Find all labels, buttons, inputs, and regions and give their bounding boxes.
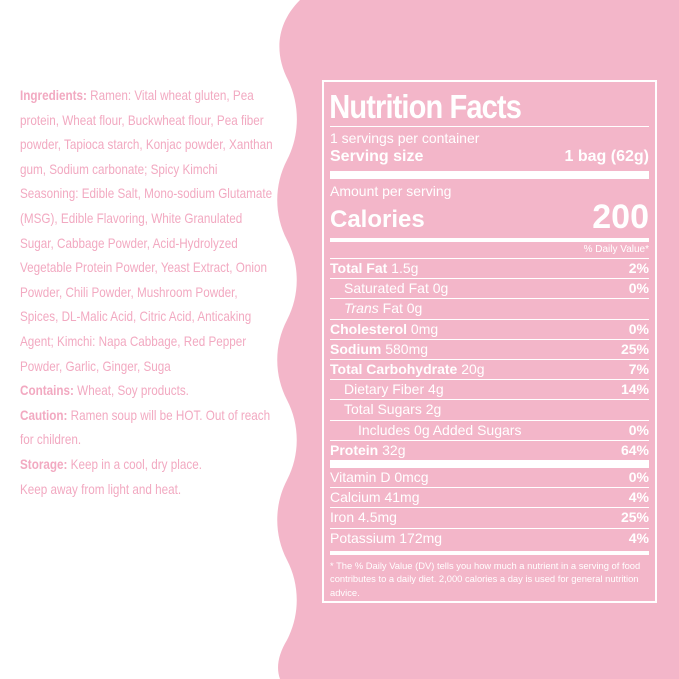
vitamin-rows: Vitamin D 0mcg 0% Calcium 41mg 4% Iron 4… [324, 468, 655, 548]
medium-divider [330, 550, 649, 555]
nutrient-name: Sodium [330, 340, 382, 357]
vitamin-dv: 4% [628, 489, 649, 506]
storage-label: Storage: [20, 456, 68, 472]
vitamin-row-calcium: Calcium 41mg 4% [330, 487, 649, 507]
nutrient-name: Total Sugars [344, 401, 422, 418]
vitamin-name: Potassium 172mg [330, 529, 443, 546]
nutrient-row-saturated-fat: Saturated Fat 0g 0% [330, 278, 649, 298]
nutrient-name: Saturated Fat [344, 280, 429, 297]
ingredients-paragraph: Ingredients: Ramen: Vital wheat gluten, … [20, 84, 278, 379]
thick-divider [330, 171, 649, 179]
servings-per-container: 1 servings per container [330, 130, 480, 146]
nutrient-row-total-sugars: Total Sugars 2g [330, 399, 649, 419]
nutrient-dv: 0% [628, 280, 649, 297]
nutrient-amount: 4g [424, 381, 444, 398]
calories-label: Calories [330, 206, 425, 233]
caution-text: Ramen soup will be HOT. Out of reach for… [20, 407, 271, 448]
nutrient-dv: 0% [628, 421, 649, 438]
ingredients-block: Ingredients: Ramen: Vital wheat gluten, … [20, 84, 278, 502]
storage-text-2: Keep away from light and heat. [20, 481, 182, 497]
nutrient-row-added-sugars: Includes 0g Added Sugars 0% [330, 419, 649, 440]
nutrient-row-total-carbohydrate: Total Carbohydrate 20g 7% [330, 359, 649, 379]
nutrient-amount: 580mg [381, 340, 429, 357]
contains-paragraph: Contains: Wheat, Soy products. [20, 379, 278, 404]
vitamin-dv: 0% [628, 469, 649, 486]
storage-text: Keep in a cool, dry place. [67, 456, 202, 472]
nutrient-amount: 2g [421, 401, 442, 418]
nutrient-dv: 2% [628, 260, 649, 276]
daily-value-header: % Daily Value* [583, 244, 649, 255]
serving-size-row: Serving size 1 bag (62g) [324, 147, 655, 167]
amount-per-serving: Amount per serving [330, 183, 452, 199]
vitamin-name: Iron 4.5mg [330, 509, 397, 526]
nutrition-facts-title: Nutrition Facts [329, 88, 522, 125]
nutrient-row-protein: Protein 32g 64% [330, 439, 649, 460]
thick-divider [330, 460, 649, 469]
calories-row: Calories 200 [324, 199, 655, 235]
nutrient-rows: Total Fat 1.5g 2% Saturated Fat 0g 0% Tr… [330, 258, 649, 460]
nutrient-dv: 64% [620, 441, 649, 458]
vitamin-dv: 4% [628, 529, 649, 546]
nutrient-row-total-fat: Total Fat 1.5g 2% [330, 259, 649, 278]
caution-label: Caution: [20, 407, 68, 423]
daily-value-footnote: * The % Daily Value (DV) tells you how m… [330, 559, 641, 598]
nutrient-name: Total Fat [330, 260, 388, 276]
vitamin-dv: 25% [620, 509, 649, 526]
nutrient-amount: Fat 0g [378, 300, 423, 317]
nutrient-name: Trans [344, 300, 379, 317]
vitamin-name: Vitamin D 0mcg [330, 469, 429, 486]
caution-paragraph: Caution: Ramen soup will be HOT. Out of … [20, 404, 278, 453]
nutrient-name: Dietary Fiber [344, 381, 425, 398]
nutrient-amount: 20g [457, 361, 485, 378]
nutrient-dv: 25% [620, 340, 649, 357]
nutrient-amount: 32g [378, 441, 406, 458]
ingredients-text: Ramen: Vital wheat gluten, Pea protein, … [20, 88, 273, 374]
nutrient-amount: 0g [428, 280, 449, 297]
serving-size-label: Serving size [330, 148, 424, 165]
nutrition-facts-panel: Nutrition Facts 1 servings per container… [322, 80, 657, 603]
nutrient-name: Cholesterol [330, 320, 408, 337]
nutrient-dv: 0% [628, 320, 649, 337]
contains-label: Contains: [20, 383, 74, 399]
contains-text: Wheat, Soy products. [73, 383, 189, 399]
nutrient-name: Includes 0g Added Sugars [358, 421, 522, 438]
vitamin-name: Calcium 41mg [330, 489, 420, 506]
nutrient-amount: 0mg [407, 320, 439, 337]
nutrient-row-dietary-fiber: Dietary Fiber 4g 14% [330, 379, 649, 399]
storage-paragraph: Storage: Keep in a cool, dry place. [20, 453, 278, 478]
divider [330, 126, 649, 127]
nutrient-row-cholesterol: Cholesterol 0mg 0% [330, 318, 649, 339]
nutrient-amount: 1.5g [387, 260, 419, 276]
serving-size-value: 1 bag (62g) [564, 148, 649, 165]
ingredients-label: Ingredients: [20, 88, 87, 103]
storage-paragraph-2: Keep away from light and heat. [20, 478, 278, 503]
nutrient-row-sodium: Sodium 580mg 25% [330, 338, 649, 359]
vitamin-row-iron: Iron 4.5mg 25% [330, 507, 649, 527]
calories-value: 200 [592, 198, 649, 236]
nutrient-name: Total Carbohydrate [330, 361, 458, 378]
nutrient-dv: 14% [620, 381, 649, 398]
vitamin-row-potassium: Potassium 172mg 4% [330, 527, 649, 548]
medium-divider [330, 238, 649, 242]
nutrient-name: Protein [330, 441, 379, 458]
nutrient-row-trans-fat: Trans Fat 0g [330, 298, 649, 318]
nutrient-dv: 7% [628, 361, 649, 378]
vitamin-row-vitamin-d: Vitamin D 0mcg 0% [330, 468, 649, 487]
